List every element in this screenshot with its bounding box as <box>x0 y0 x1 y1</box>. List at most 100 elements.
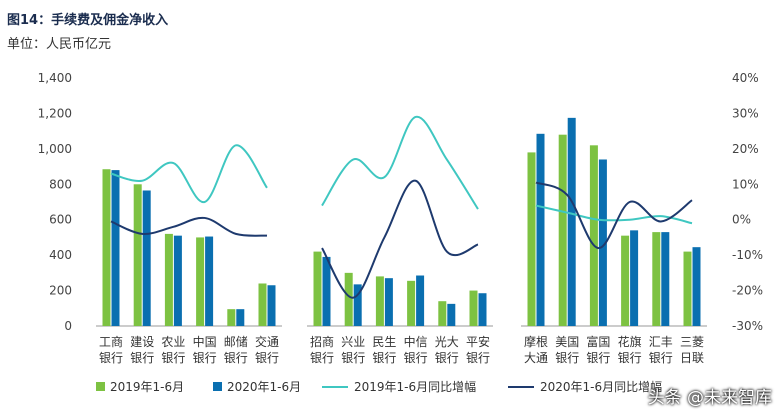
category-label-line2: 银行 <box>99 351 123 365</box>
category-label-line2: 银行 <box>161 351 185 365</box>
y-left-tick-label: 1,200 <box>38 106 72 120</box>
bar-2019 <box>227 309 236 326</box>
legend-swatch <box>213 382 222 391</box>
bar-2020 <box>536 133 545 326</box>
y-left-tick-label: 1,000 <box>38 142 72 156</box>
category-label-line1: 中信 <box>404 334 428 349</box>
line-2019-growth <box>321 115 479 210</box>
category-label-line2: 银行 <box>224 351 248 365</box>
legend-label: 2020年1-6月 <box>227 380 301 394</box>
bar-2020 <box>661 232 670 326</box>
bar-2019 <box>683 251 692 326</box>
bar-2020 <box>416 275 425 326</box>
bar-2020 <box>630 230 639 326</box>
bar-2020 <box>384 278 393 326</box>
category-label-line2: 银行 <box>649 351 673 365</box>
category-label-line1: 交通 <box>255 334 279 349</box>
bar-2019 <box>438 301 447 326</box>
line-2019-growth <box>110 144 268 203</box>
category-label-line2: 银行 <box>404 351 428 365</box>
bar-2019 <box>258 283 267 326</box>
bar-2020 <box>447 303 456 326</box>
bar-2019 <box>469 290 478 326</box>
bar-2020 <box>205 236 214 326</box>
bar-2020 <box>267 285 276 326</box>
bar-2019 <box>589 145 598 326</box>
bars-layer <box>102 117 701 326</box>
category-label-line1: 民生 <box>372 335 396 349</box>
bar-2020 <box>567 117 576 326</box>
y-right-tick-label: 40% <box>732 71 759 85</box>
bar-2019 <box>558 134 567 326</box>
watermark: 头条 @未来智库 <box>647 388 772 408</box>
category-label-line1: 美国 <box>555 335 579 349</box>
category-labels-layer: 工商银行建设银行农业银行中国银行邮储银行交通银行招商银行兴业银行民生银行中信银行… <box>99 334 704 365</box>
bar-2019 <box>313 251 322 326</box>
y-right-tick-label: 0% <box>732 213 751 227</box>
y-right-tick-label: 10% <box>732 177 759 191</box>
line-2020-growth <box>110 216 268 237</box>
bar-2020 <box>236 309 245 326</box>
category-label-line1: 光大 <box>435 335 459 349</box>
category-label-line2: 日联 <box>680 351 704 365</box>
category-label-line2: 银行 <box>310 351 334 365</box>
y-left-tick-label: 400 <box>49 248 72 262</box>
line-2020-growth <box>535 181 693 250</box>
bar-2019 <box>164 233 173 326</box>
category-label-line2: 银行 <box>555 351 579 365</box>
category-label-line2: 银行 <box>435 351 459 365</box>
bar-2020 <box>692 247 701 326</box>
bar-2019 <box>652 232 661 326</box>
axes-layer: 0 200 400 600 800 1,000 1,200 1,400 -30% -20% -10%… <box>38 71 763 333</box>
bar-2019 <box>102 169 111 326</box>
category-label-line2: 银行 <box>372 351 396 365</box>
category-label-line1: 花旗 <box>618 334 642 349</box>
y-right-tick-label: -10% <box>732 248 763 262</box>
category-label-line1: 工商 <box>99 334 123 349</box>
category-label-line1: 农业 <box>161 335 185 349</box>
category-label-line2: 银行 <box>341 351 365 365</box>
bar-2020 <box>598 159 607 326</box>
bar-2020 <box>173 235 182 326</box>
y-left-tick-label: 200 <box>49 284 72 298</box>
category-label-line2: 银行 <box>466 351 490 365</box>
bar-2019 <box>196 237 205 326</box>
y-right-tick-label: -20% <box>732 284 763 298</box>
category-label-line1: 平安 <box>466 334 490 349</box>
lines-layer <box>110 115 693 299</box>
bar-2019 <box>375 276 384 326</box>
y-left-tick-label: 1,400 <box>38 71 72 85</box>
category-label-line1: 兴业 <box>341 335 365 349</box>
category-label-line1: 中国 <box>193 334 217 349</box>
bar-2020 <box>478 293 487 326</box>
legend-label: 2020年1-6月同比增幅 <box>540 379 662 394</box>
legend-swatch <box>96 382 105 391</box>
y-left-tick-label: 0 <box>64 319 72 333</box>
category-label-line2: 银行 <box>130 351 154 365</box>
category-label-line2: 银行 <box>586 351 610 365</box>
bar-2019 <box>407 280 416 326</box>
y-right-tick-label: 20% <box>732 142 759 156</box>
y-left-tick-label: 800 <box>49 177 72 191</box>
bar-2020 <box>111 170 120 326</box>
category-label-line2: 银行 <box>255 351 279 365</box>
category-label-line1: 建设 <box>130 335 154 349</box>
bar-2020 <box>322 256 331 326</box>
legend-label: 2019年1-6月同比增幅 <box>354 379 476 394</box>
bar-2019 <box>621 235 630 326</box>
bar-2019 <box>133 184 142 326</box>
line-2020-growth <box>321 179 479 299</box>
legend-label: 2019年1-6月 <box>110 380 184 394</box>
category-label-line2: 银行 <box>193 351 217 365</box>
category-label-line2: 银行 <box>618 351 642 365</box>
chart-unit: 单位：人民币亿元 <box>7 37 112 52</box>
category-label-line1: 富国 <box>586 334 610 349</box>
legend: 2019年1-6月 2020年1-6月 2019年1-6月同比增幅 2020年1-6月… <box>96 379 662 394</box>
bar-2019 <box>344 272 353 326</box>
line-2019-growth <box>535 204 693 225</box>
chart-title: 图14：手续费及佣金净收入 <box>7 13 169 28</box>
bar-2020 <box>353 284 362 326</box>
bar-2019 <box>527 152 536 326</box>
category-label-line2: 大通 <box>524 351 548 365</box>
